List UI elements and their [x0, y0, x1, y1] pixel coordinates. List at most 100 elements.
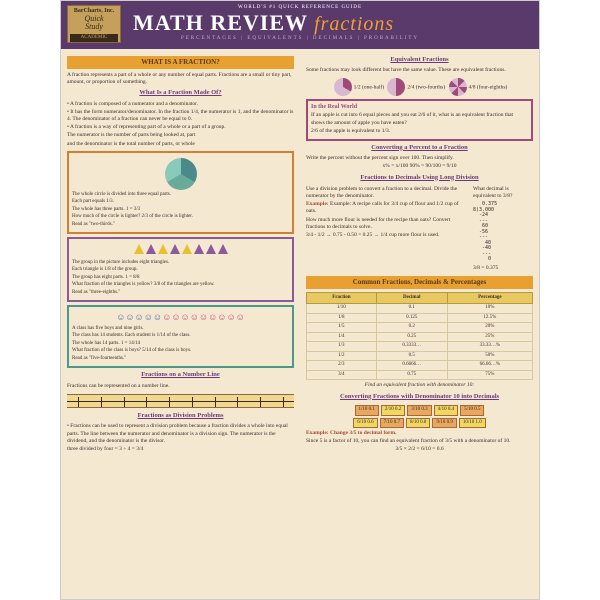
- divprob-ex: three divided by four = 3 ÷ 4 = 3/4: [67, 446, 294, 453]
- denom-box: 3/10 0.3: [407, 405, 431, 416]
- section-what-is-fraction: WHAT IS A FRACTION?: [67, 56, 294, 69]
- denom-box: 9/10 0.9: [432, 418, 456, 429]
- made-1: • A fraction is composed of a numerator …: [67, 101, 294, 108]
- long-division: 0.375 8)3.000 -24 --- 60 -56 --- 40 -40 …: [473, 202, 533, 263]
- f2d-ex1: Example: Example: A recipe calls for 3/4…: [306, 201, 469, 215]
- made-2: • It has the form numerator/denominator.…: [67, 109, 294, 123]
- ssh-made-of: What Is a Fraction Made Of?: [67, 89, 294, 97]
- divprob-text: • Fractions can be used to represent a d…: [67, 423, 294, 444]
- badge-academic: ACADEMIC: [70, 34, 118, 42]
- c3-q: What fraction of the class is boys? 5/14…: [72, 348, 289, 355]
- f2d-ans: 3/8 = 0.375: [473, 265, 533, 272]
- table-row: 1/30.3333…33.33…%: [307, 342, 533, 352]
- th-frac: Fraction: [307, 292, 377, 304]
- denom-box: 2/10 0.2: [381, 405, 405, 416]
- title-fractions: fractions: [314, 13, 394, 35]
- table-row: 2/30.6666…66.66…%: [307, 361, 533, 371]
- ef-3: 4/8 (four-eighths): [469, 84, 508, 90]
- c1-l3: The whole has three parts. 1 = 3/3: [72, 207, 289, 214]
- denom-box: 8/10 0.8: [406, 418, 430, 429]
- denom-box: 4/10 0.4: [434, 405, 458, 416]
- denom-box: 1/10 0.1: [355, 405, 379, 416]
- header: BarCharts, Inc. Quick Study ACADEMIC WOR…: [61, 1, 539, 49]
- numline-text: Fractions can be represented on a number…: [67, 383, 294, 390]
- reference-card: BarCharts, Inc. Quick Study ACADEMIC WOR…: [60, 0, 540, 600]
- d10-work: 3/5 × 2/2 = 6/10 = 0.6: [306, 446, 533, 453]
- table-row: 1/40.2525%: [307, 332, 533, 342]
- c3-l2: The class has 14 students. Each student …: [72, 333, 289, 340]
- c2-r: Read as "three-eighths.": [72, 290, 289, 297]
- content-columns: WHAT IS A FRACTION? A fraction represent…: [61, 49, 539, 599]
- example-triangles-card: The group in the picture includes eight …: [67, 237, 294, 302]
- section-common-table: Common Fractions, Decimals & Percentages: [306, 276, 533, 289]
- ssh-d10: Converting Fractions with Denominator 10…: [306, 393, 533, 401]
- pie-half-icon: [334, 78, 352, 96]
- pie-thirds-icon: [165, 158, 197, 190]
- c2-l2: Each triangle is 1/8 of the group.: [72, 267, 289, 274]
- pie-eighths-icon: [449, 78, 467, 96]
- real-world-box: In the Real World If an apple is cut int…: [306, 99, 533, 141]
- rw-ans: 2/6 of the apple is equivalent to 1/3.: [311, 128, 528, 135]
- badge-study: Study: [70, 23, 118, 32]
- people-icon: ☺☺☺☺☺☺☺☺☺☺☺☺☺☺: [72, 312, 289, 324]
- equiv-text: Some fractions may look different but ha…: [306, 67, 533, 74]
- c1-q: How much of the circle is lighter? 2/3 o…: [72, 214, 289, 221]
- made-5: and the denominator is the total number …: [67, 141, 294, 148]
- c2-q: What fraction of the triangles is yellow…: [72, 282, 289, 289]
- ssh-percent: Converting a Percent to a Fraction: [306, 144, 533, 152]
- made-3: • A fraction is a way of representing pa…: [67, 124, 294, 131]
- example-circle-card: The whole circle is divided into three e…: [67, 151, 294, 235]
- d10-ex-t: Since 5 is a factor of 10, you can find …: [306, 438, 533, 445]
- pct-ex: x% = x/100 90% = 90/100 = 9/10: [306, 163, 533, 170]
- pct-text: Write the percent without the percent si…: [306, 155, 533, 162]
- table-row: 3/40.7575%: [307, 370, 533, 380]
- f2d-ex2: How much more flour is needed for the re…: [306, 217, 469, 231]
- ef-2: 2/4 (two-fourths): [407, 84, 445, 90]
- ssh-division: Fractions as Division Problems: [67, 412, 294, 420]
- th-pct: Percentage: [447, 292, 532, 304]
- c3-l1: A class has five boys and nine girls.: [72, 326, 289, 333]
- ef-1: 1/2 (one-half): [354, 84, 384, 90]
- c2-l3: The group has eight parts. 1 = 8/8: [72, 275, 289, 282]
- table-row: 1/100.110%: [307, 304, 533, 314]
- conversion-table: Fraction Decimal Percentage 1/100.110%1/…: [306, 292, 533, 381]
- ssh-f2d: Fractions to Decimals Using Long Divisio…: [306, 174, 533, 182]
- left-column: WHAT IS A FRACTION? A fraction represent…: [61, 49, 300, 599]
- c3-r: Read as "five-fourteenths.": [72, 356, 289, 363]
- pie-quarters-icon: [387, 78, 405, 96]
- c1-l1: The whole circle is divided into three e…: [72, 192, 289, 199]
- c1-l2: Each part equals 1/3.: [72, 199, 289, 206]
- f2d-text: Use a division problem to convert a frac…: [306, 186, 469, 200]
- header-subtitle: PERCENTAGES | EQUIVALENTS | DECIMALS | P…: [69, 36, 531, 41]
- c1-r: Read as "two-thirds.": [72, 222, 289, 229]
- right-column: Equivalent Fractions Some fractions may …: [300, 49, 539, 599]
- ssh-numberline: Fractions on a Number Line: [67, 371, 294, 379]
- c3-l3: The whole has 14 parts. 1 = 14/14: [72, 341, 289, 348]
- title-math: MATH REVIEW: [133, 10, 308, 35]
- denom10-boxes: 1/10 0.12/10 0.23/10 0.34/10 0.45/10 0.5…: [306, 404, 533, 429]
- equiv-pies: 1/2 (one-half) 2/4 (two-fourths) 4/8 (fo…: [306, 78, 533, 96]
- ssh-equiv: Equivalent Fractions: [306, 56, 533, 64]
- number-line-icon: [67, 394, 294, 408]
- triangles-icon: [72, 244, 289, 258]
- denom-box: 6/10 0.6: [353, 418, 377, 429]
- example-class-card: ☺☺☺☺☺☺☺☺☺☺☺☺☺☺ A class has five boys and…: [67, 305, 294, 368]
- f2d-side: What decimal is equivalent to 3/8?: [473, 186, 533, 200]
- denom-box: 10/10 1.0: [459, 418, 486, 429]
- th-dec: Decimal: [376, 292, 447, 304]
- f2d-ex3: 3/4 - 1/2 → 0.75 - 0.50 = 0.25 → 1/4 cup…: [306, 232, 469, 239]
- denom-box: 5/10 0.5: [460, 405, 484, 416]
- table-row: 1/50.220%: [307, 323, 533, 333]
- intro-text: A fraction represents a part of a whole …: [67, 72, 294, 86]
- table-caption: Find an equivalent fraction with denomin…: [306, 382, 533, 389]
- main-title: MATH REVIEW fractions: [133, 10, 531, 36]
- d10-ex-h: Example: Change 3/5 to decimal form.: [306, 430, 533, 437]
- c2-l1: The group in the picture includes eight …: [72, 260, 289, 267]
- table-row: 1/20.550%: [307, 351, 533, 361]
- rw-title: In the Real World: [311, 104, 528, 112]
- rw-text: If an apple is cut into 6 equal pieces a…: [311, 112, 528, 126]
- quickstudy-badge: BarCharts, Inc. Quick Study ACADEMIC: [67, 5, 121, 43]
- table-row: 1/80.12512.5%: [307, 313, 533, 323]
- made-4: The numerator is the number of parts bei…: [67, 132, 294, 139]
- denom-box: 7/10 0.7: [380, 418, 404, 429]
